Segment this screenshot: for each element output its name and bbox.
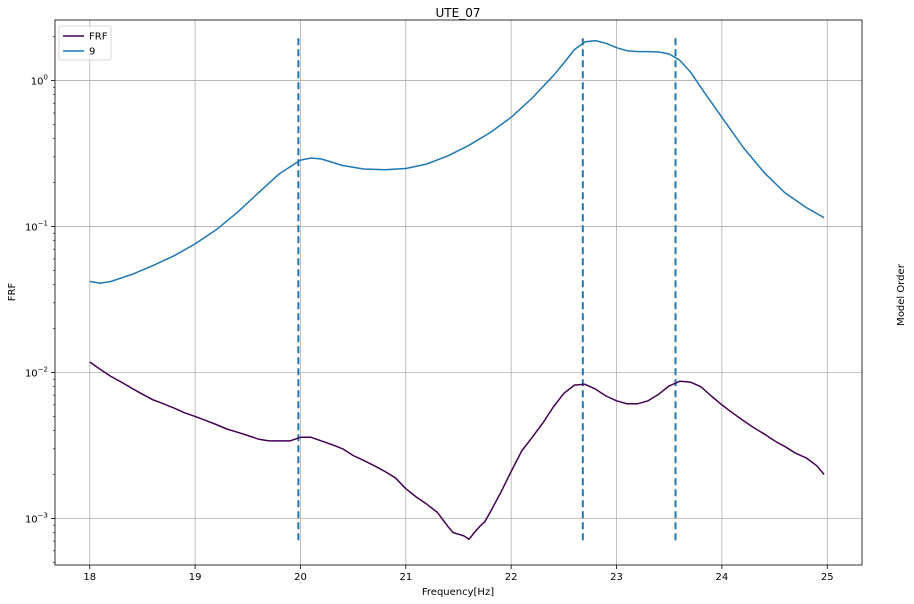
x-tick-label: 20 [294,572,307,583]
series-line-model-9 [89,39,825,284]
x-tick-label: 25 [821,572,834,583]
x-tick-label: 21 [399,572,412,583]
x-axis-label: Frequency[Hz] [422,587,494,598]
model-order-markers [297,38,677,542]
x-axis: 18 19 20 21 22 23 24 25 [83,565,834,583]
plot-frame [54,19,863,566]
grid [55,20,862,565]
legend-label-frf: FRF [89,32,108,43]
chart-title: UTE_07 [436,6,481,20]
legend: FRF 9 [58,25,112,61]
legend-label-9: 9 [89,47,95,58]
x-tick-label: 22 [505,572,518,583]
y-minor-ticks [53,36,55,563]
right-axis-label: Model Order [896,263,907,326]
x-tick-label: 19 [189,572,202,583]
y-axis-label: FRF [7,283,18,302]
x-tick-label: 18 [83,572,96,583]
series-lines [89,39,825,541]
x-tick-label: 23 [610,572,623,583]
series-line-frf [89,361,825,541]
x-tick-label: 24 [716,572,729,583]
